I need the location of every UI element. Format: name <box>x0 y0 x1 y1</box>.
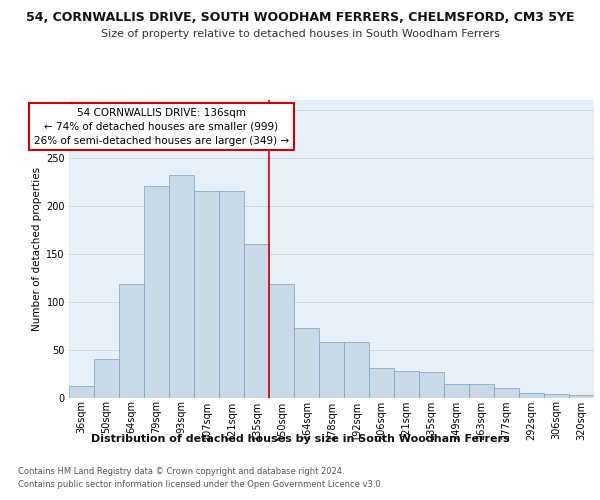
Bar <box>119 284 144 398</box>
Bar <box>419 372 444 398</box>
Bar <box>219 191 244 398</box>
Bar <box>519 392 544 398</box>
Bar <box>194 191 219 398</box>
Text: Contains HM Land Registry data © Crown copyright and database right 2024.: Contains HM Land Registry data © Crown c… <box>18 468 344 476</box>
Bar <box>344 342 369 398</box>
Text: 54 CORNWALLIS DRIVE: 136sqm
← 74% of detached houses are smaller (999)
26% of se: 54 CORNWALLIS DRIVE: 136sqm ← 74% of det… <box>34 108 289 146</box>
Bar <box>269 284 294 398</box>
Bar <box>169 175 194 398</box>
Bar <box>369 368 394 398</box>
Bar <box>69 386 94 398</box>
Bar <box>469 384 494 398</box>
Bar <box>294 328 319 398</box>
Bar <box>569 394 594 398</box>
Bar <box>494 388 519 398</box>
Bar <box>94 359 119 398</box>
Bar <box>444 384 469 398</box>
Text: Size of property relative to detached houses in South Woodham Ferrers: Size of property relative to detached ho… <box>101 29 499 39</box>
Y-axis label: Number of detached properties: Number of detached properties <box>32 166 42 331</box>
Bar <box>394 370 419 398</box>
Bar <box>319 342 344 398</box>
Text: 54, CORNWALLIS DRIVE, SOUTH WOODHAM FERRERS, CHELMSFORD, CM3 5YE: 54, CORNWALLIS DRIVE, SOUTH WOODHAM FERR… <box>26 11 574 24</box>
Bar <box>244 244 269 398</box>
Bar <box>544 394 569 398</box>
Bar <box>144 186 169 398</box>
Text: Contains public sector information licensed under the Open Government Licence v3: Contains public sector information licen… <box>18 480 383 489</box>
Text: Distribution of detached houses by size in South Woodham Ferrers: Distribution of detached houses by size … <box>91 434 509 444</box>
